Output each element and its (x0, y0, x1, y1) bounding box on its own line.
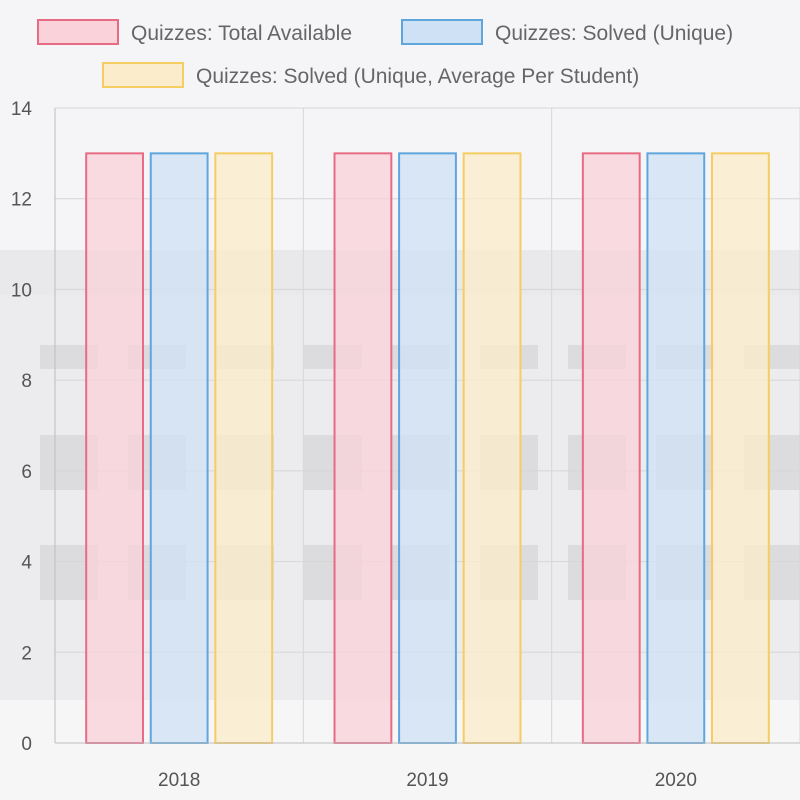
bar (581, 152, 641, 745)
bar (398, 152, 457, 745)
y-tick-label: 2 (21, 643, 32, 664)
y-tick-label: 12 (11, 190, 32, 211)
y-tick-label: 14 (11, 99, 33, 120)
legend: Quizzes: Total Available Quizzes: Solved … (37, 19, 733, 88)
y-tick-label: 10 (11, 280, 32, 301)
x-tick-label: 2019 (406, 770, 448, 791)
bar (462, 152, 522, 745)
bar (646, 152, 706, 745)
y-tick-label: 8 (21, 371, 32, 392)
x-tick-label: 2020 (655, 770, 697, 791)
y-tick-label: 0 (21, 734, 32, 755)
bar (149, 152, 209, 745)
bars (85, 152, 770, 745)
bar (710, 152, 770, 745)
x-tick-label: 2018 (158, 770, 200, 791)
y-tick-label: 6 (21, 462, 32, 483)
bar (214, 152, 274, 745)
legend-label: Quizzes: Total Available (131, 22, 352, 45)
axes: 0 2 4 6 8 10 12 14 2018 2019 2020 (11, 99, 800, 791)
legend-swatch (102, 62, 184, 88)
bar (333, 152, 393, 745)
y-tick-label: 4 (21, 553, 32, 574)
legend-swatch (401, 19, 483, 45)
legend-label: Quizzes: Solved (Unique, Average Per Stu… (196, 65, 639, 88)
legend-swatch (37, 19, 119, 45)
bar (85, 152, 145, 745)
legend-label: Quizzes: Solved (Unique) (495, 22, 733, 45)
